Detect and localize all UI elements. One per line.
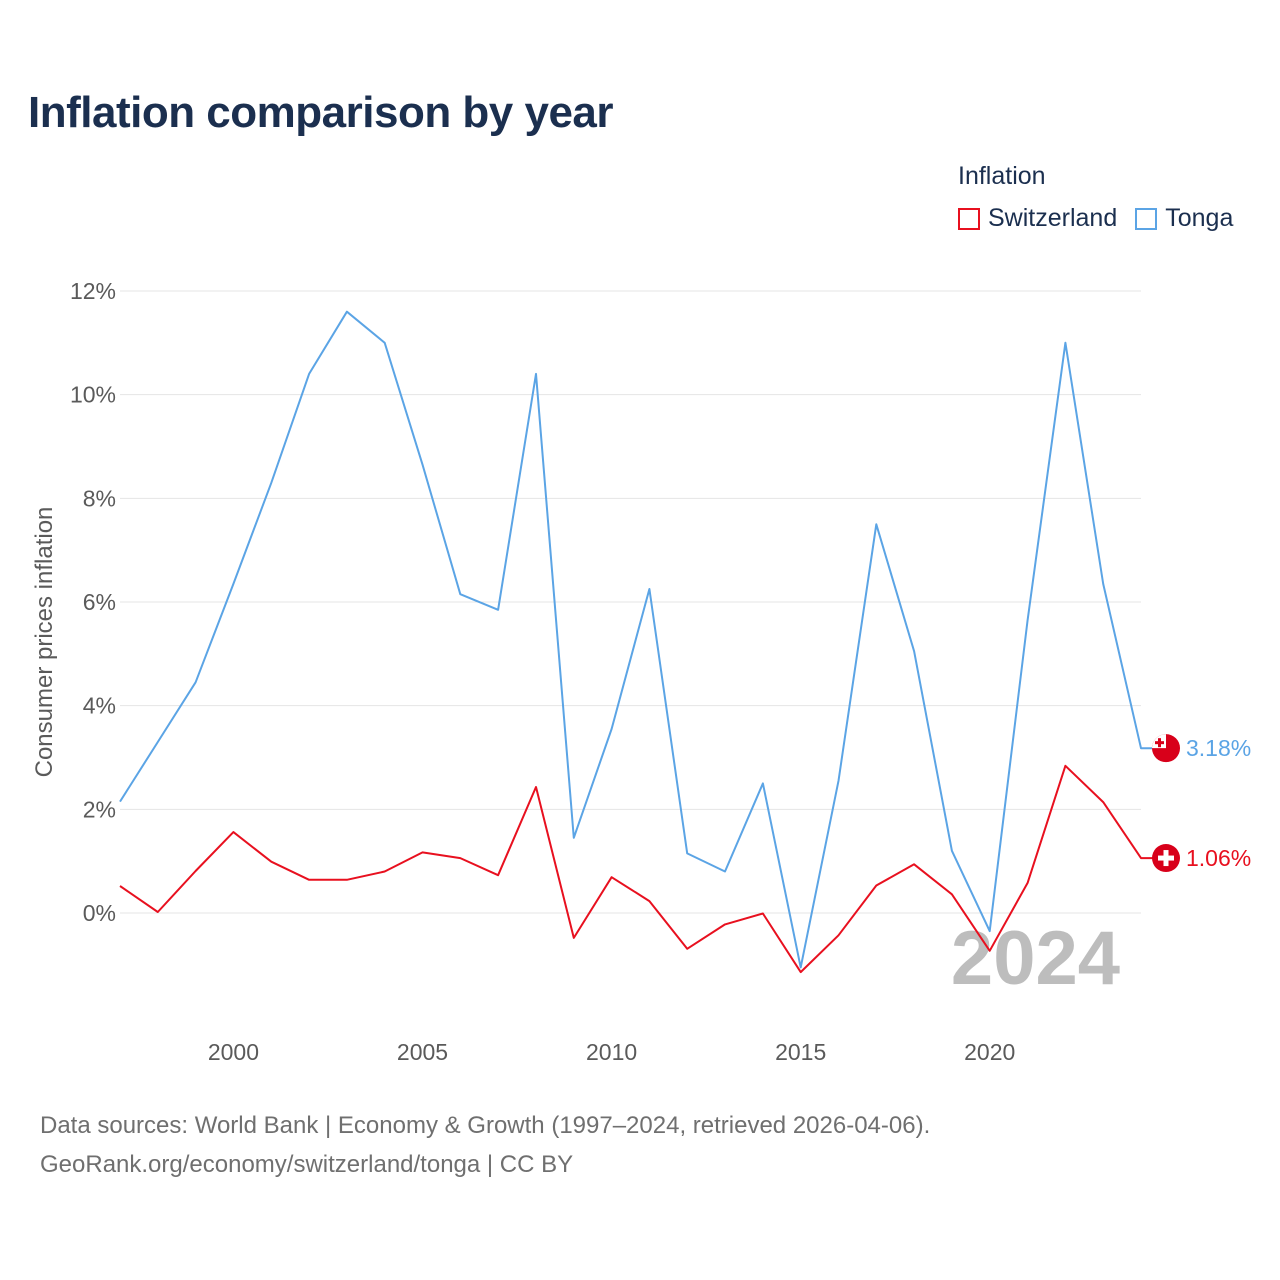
y-tick-label: 4%	[83, 693, 116, 719]
switzerland-flag-icon	[1152, 844, 1180, 873]
x-tick-label: 2015	[775, 1039, 826, 1065]
series-end-markers: 3.18% 1.06%	[1152, 734, 1251, 873]
legend-title: Inflation	[958, 162, 1046, 190]
data-source: Data sources: World Bank | Economy & Gro…	[40, 1106, 930, 1184]
legend-item-tonga[interactable]: Tonga	[1135, 204, 1233, 233]
legend-swatch-switzerland	[958, 207, 980, 230]
y-axis-label: Consumer prices inflation	[31, 507, 58, 778]
chart-title: Inflation comparison by year	[28, 88, 614, 137]
gridlines	[120, 290, 1141, 914]
tonga-flag-icon	[1152, 734, 1180, 763]
y-tick-label: 8%	[83, 485, 116, 511]
y-tick-label: 12%	[70, 278, 116, 304]
y-tick-label: 10%	[70, 382, 116, 408]
x-tick-label: 2005	[397, 1039, 448, 1065]
x-tick-label: 2020	[964, 1039, 1015, 1065]
legend-label-tonga: Tonga	[1165, 204, 1234, 232]
source-line-1: Data sources: World Bank | Economy & Gro…	[40, 1112, 931, 1139]
source-line-2[interactable]: GeoRank.org/economy/switzerland/tonga | …	[40, 1151, 574, 1178]
y-axis-ticks: 0% 2% 4% 6% 8% 10% 12%	[70, 278, 116, 926]
legend-item-switzerland[interactable]: Switzerland	[958, 204, 1117, 233]
legend-label-switzerland: Switzerland	[988, 204, 1118, 232]
x-tick-label: 2000	[208, 1039, 259, 1065]
series-line-tonga	[119, 310, 1155, 969]
y-tick-label: 0%	[83, 900, 116, 926]
end-value-tonga: 3.18%	[1186, 735, 1251, 761]
y-tick-label: 6%	[83, 589, 116, 615]
series-lines	[119, 310, 1155, 974]
x-tick-label: 2010	[586, 1039, 637, 1065]
legend-swatch-tonga	[1135, 207, 1158, 230]
legend: Switzerland Tonga	[958, 204, 1251, 233]
line-chart: 0% 2% 4% 6% 8% 10% 12% 2000 2005 2010 2015 2020 Co…	[31, 278, 1251, 1065]
year-watermark: 2024	[951, 916, 1120, 1001]
y-tick-label: 2%	[83, 796, 116, 822]
series-line-switzerland	[119, 764, 1155, 974]
x-axis-ticks: 2000 2005 2010 2015 2020	[208, 1039, 1015, 1065]
end-value-switzerland: 1.06%	[1186, 845, 1251, 871]
